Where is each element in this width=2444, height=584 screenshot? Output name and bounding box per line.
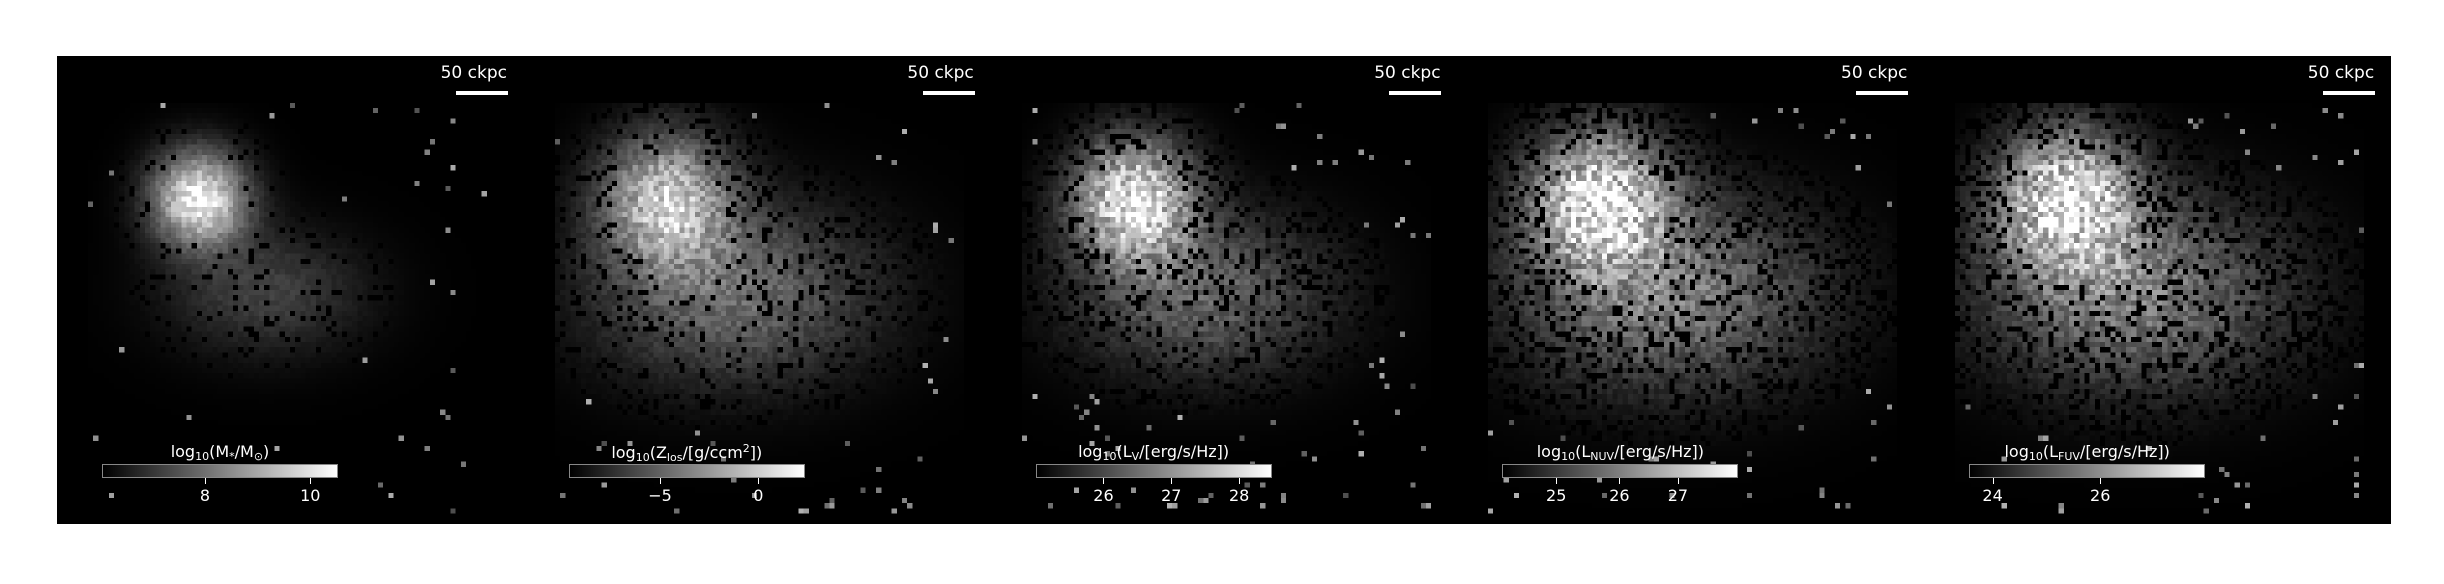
galaxy-map-image bbox=[990, 56, 1457, 524]
colorbar-tick-label: 26 bbox=[1093, 486, 1114, 505]
colorbar-tick bbox=[1239, 478, 1241, 484]
colorbar-tick bbox=[204, 478, 206, 484]
colorbar-gradient bbox=[1969, 464, 2206, 478]
colorbar-tick-label: 28 bbox=[1228, 486, 1250, 505]
colorbar-tick bbox=[1992, 478, 1994, 484]
galaxy-map-image bbox=[1924, 56, 2391, 524]
scalebar-label: 50 ckpc bbox=[2307, 63, 2375, 83]
scalebar-label: 50 ckpc bbox=[1374, 63, 1441, 83]
colorbar-gradient bbox=[1502, 464, 1739, 478]
colorbar-tick-label: −5 bbox=[648, 486, 672, 505]
colorbar: log10(LV/[erg/s/Hz]) 26 27 28 bbox=[1035, 442, 1272, 505]
scalebar-line bbox=[1856, 91, 1909, 95]
colorbar-tick bbox=[310, 478, 312, 484]
colorbar-tick bbox=[1619, 478, 1621, 484]
colorbar-tick-label: 25 bbox=[1546, 486, 1567, 505]
scalebar-label: 50 ckpc bbox=[907, 63, 974, 83]
colorbar-tick bbox=[1103, 478, 1105, 484]
galaxy-map-image bbox=[57, 56, 523, 524]
colorbar: log10(Zlos/[g/ccm2]) −5 0 bbox=[568, 442, 805, 505]
colorbar-tick bbox=[1556, 478, 1558, 484]
colorbar: log10(LNUV/[erg/s/Hz]) 25 26 27 bbox=[1502, 442, 1739, 505]
colorbar-tick bbox=[758, 478, 760, 484]
scalebar-label: 50 ckpc bbox=[440, 63, 507, 83]
colorbar-tick bbox=[1677, 478, 1679, 484]
scalebar-line bbox=[2322, 91, 2375, 95]
colorbar-label: log10(LFUV/[erg/s/Hz]) bbox=[2004, 442, 2170, 463]
scalebar-label: 50 ckpc bbox=[1841, 63, 1908, 83]
colorbar-tick-label: 26 bbox=[1609, 486, 1630, 505]
map-panel: 50 ckpc log10(LNUV/[erg/s/Hz]) 25 26 27 bbox=[1457, 56, 1924, 524]
scalebar-line bbox=[455, 91, 508, 95]
colorbar-label: log10(M*/M⊙) bbox=[170, 442, 270, 463]
colorbar-tick-label: 27 bbox=[1161, 486, 1182, 505]
colorbar-gradient bbox=[102, 464, 338, 478]
colorbar-tick-label: 0 bbox=[753, 486, 764, 505]
colorbar-label: log10(Zlos/[g/ccm2]) bbox=[611, 442, 763, 464]
colorbar-tick-label: 24 bbox=[1982, 486, 2003, 505]
colorbar: log10(M*/M⊙) 8 10 bbox=[102, 442, 338, 505]
galaxy-map-image bbox=[523, 56, 990, 524]
colorbar-tick bbox=[1171, 478, 1173, 484]
scalebar-line bbox=[922, 91, 975, 95]
colorbar-tick-label: 26 bbox=[2090, 486, 2111, 505]
colorbar-tick-label: 10 bbox=[300, 486, 321, 505]
colorbar-tick bbox=[660, 478, 662, 484]
colorbar-tick-label: 8 bbox=[199, 486, 211, 505]
colorbar: log10(LFUV/[erg/s/Hz]) 24 26 bbox=[1969, 442, 2206, 505]
colorbar-gradient bbox=[1035, 464, 1272, 478]
map-panel: 50 ckpc log10(M*/M⊙) 8 10 bbox=[57, 56, 524, 524]
colorbar-label: log10(LNUV/[erg/s/Hz]) bbox=[1536, 442, 1705, 463]
map-panel: 50 ckpc log10(Zlos/[g/ccm2]) −5 0 bbox=[523, 56, 991, 524]
map-panel: 50 ckpc log10(LV/[erg/s/Hz]) 26 27 28 bbox=[990, 56, 1458, 524]
colorbar-gradient bbox=[568, 464, 805, 478]
colorbar-tick bbox=[2100, 478, 2102, 484]
map-panel: 50 ckpc log10(LFUV/[erg/s/Hz]) 24 26 bbox=[1924, 56, 2391, 524]
colorbar-tick-label: 27 bbox=[1667, 486, 1689, 505]
figure: 50 ckpc log10(M*/M⊙) 8 10 50 ckpc log10(Zlos/… bbox=[57, 56, 2391, 524]
scalebar-line bbox=[1389, 91, 1442, 95]
galaxy-map-image bbox=[1457, 56, 1924, 524]
colorbar-label: log10(LV/[erg/s/Hz]) bbox=[1078, 442, 1230, 463]
